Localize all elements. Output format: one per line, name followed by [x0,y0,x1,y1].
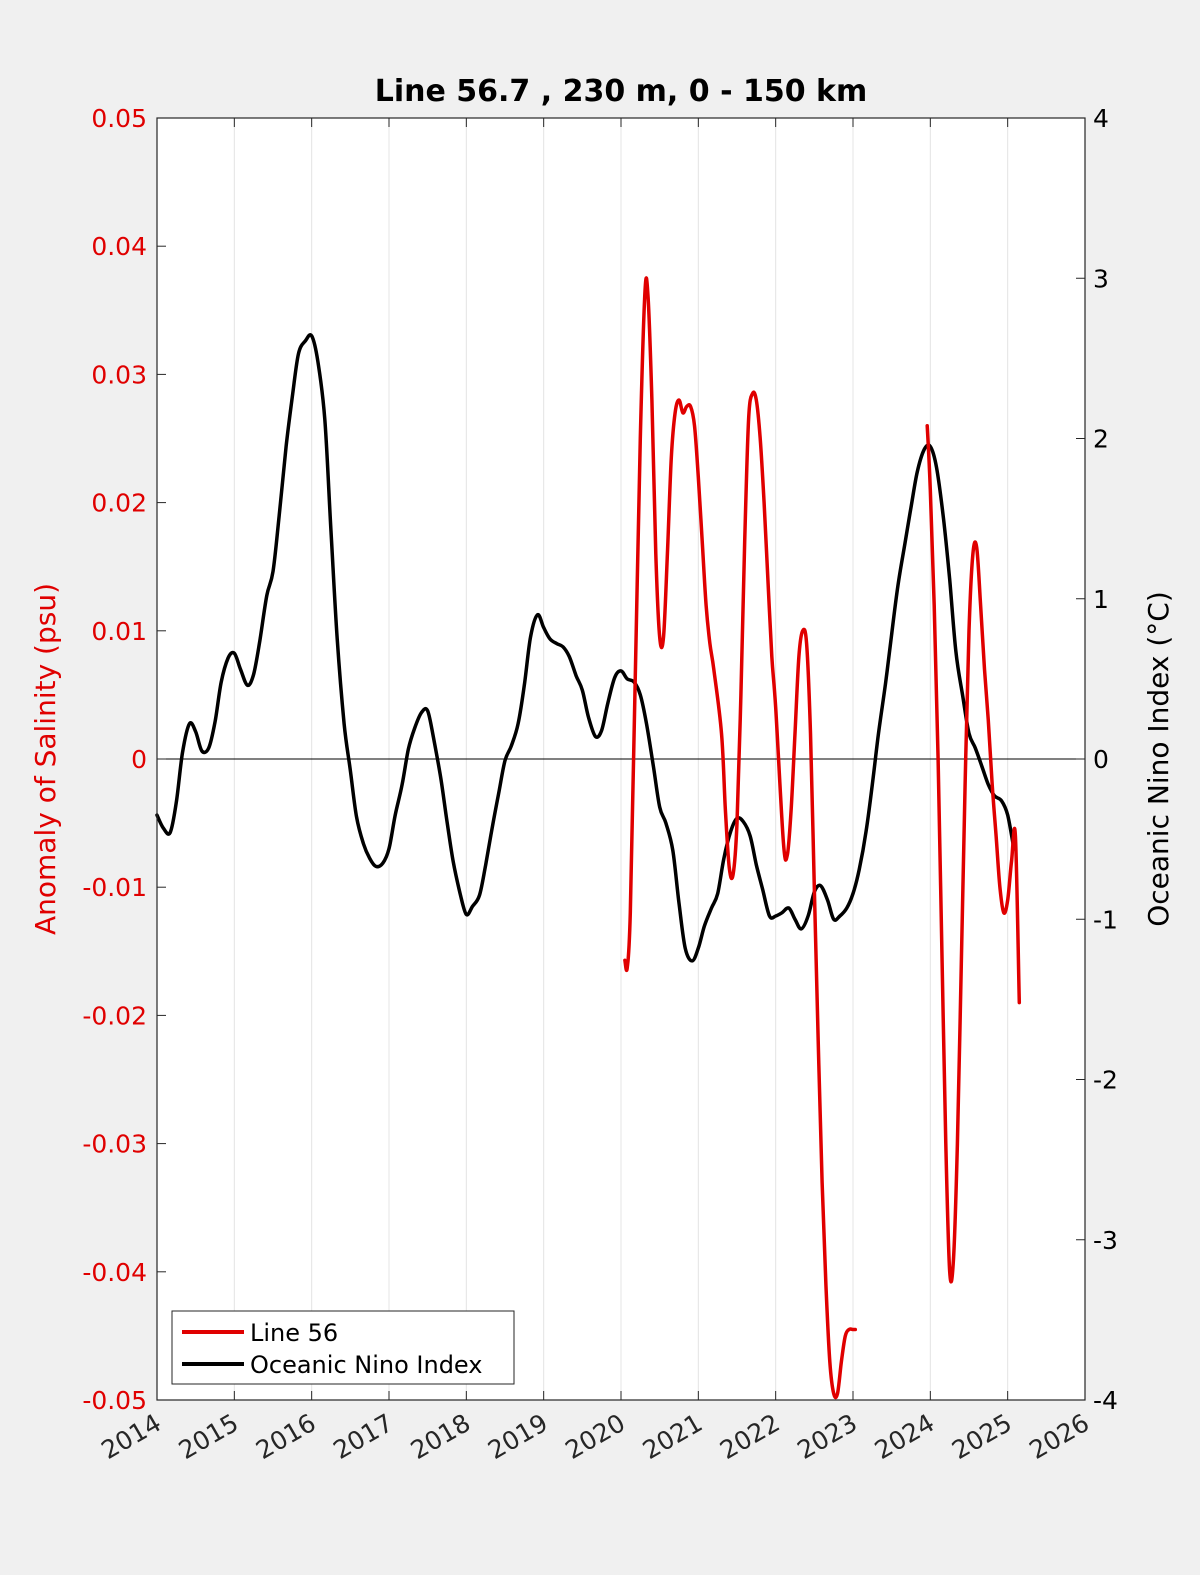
series-oni-segment-0 [155,333,1016,963]
y-right-tick-label: 2 [1093,425,1109,454]
legend-label-line56: Line 56 [250,1319,338,1347]
y-left-tick-label: 0.04 [91,232,147,261]
y-left-tick-label: -0.01 [82,873,147,902]
y-right-tick-label: 3 [1093,264,1109,293]
y-left-tick-label: 0 [131,745,147,774]
series-line56-segment-1 [925,423,1022,1284]
y-left-tick-label: -0.03 [82,1130,147,1159]
y-right-tick-label: 4 [1093,104,1109,133]
y-right-tick-label: 1 [1093,585,1109,614]
series-lines [155,276,1022,1400]
y-left-tick-label: -0.04 [82,1258,147,1287]
y-axis-left-label: Anomaly of Salinity (psu) [29,583,62,935]
series-line56-segment-0 [623,276,858,1400]
chart-title: Line 56.7 , 230 m, 0 - 150 km [375,74,868,109]
y-left-tick-label: 0.02 [91,489,147,518]
legend: Line 56 Oceanic Nino Index [171,1310,515,1385]
y-right-tick-label: -1 [1093,905,1118,934]
y-left-tick-label: 0.03 [91,360,147,389]
y-axis-right-label: Oceanic Nino Index (°C) [1142,591,1175,927]
legend-box [171,1310,515,1385]
y-left-tick-label: 0.01 [91,617,147,646]
y-right-tick-label: 0 [1093,745,1109,774]
y-right-tick-label: -2 [1093,1066,1118,1095]
y-left-tick-label: 0.05 [91,104,147,133]
legend-label-oni: Oceanic Nino Index [250,1351,482,1379]
y-right-tick-label: -3 [1093,1226,1118,1255]
y-right-tick-label: -4 [1093,1386,1118,1415]
y-left-tick-label: -0.05 [82,1386,147,1415]
y-left-tick-label: -0.02 [82,1001,147,1030]
